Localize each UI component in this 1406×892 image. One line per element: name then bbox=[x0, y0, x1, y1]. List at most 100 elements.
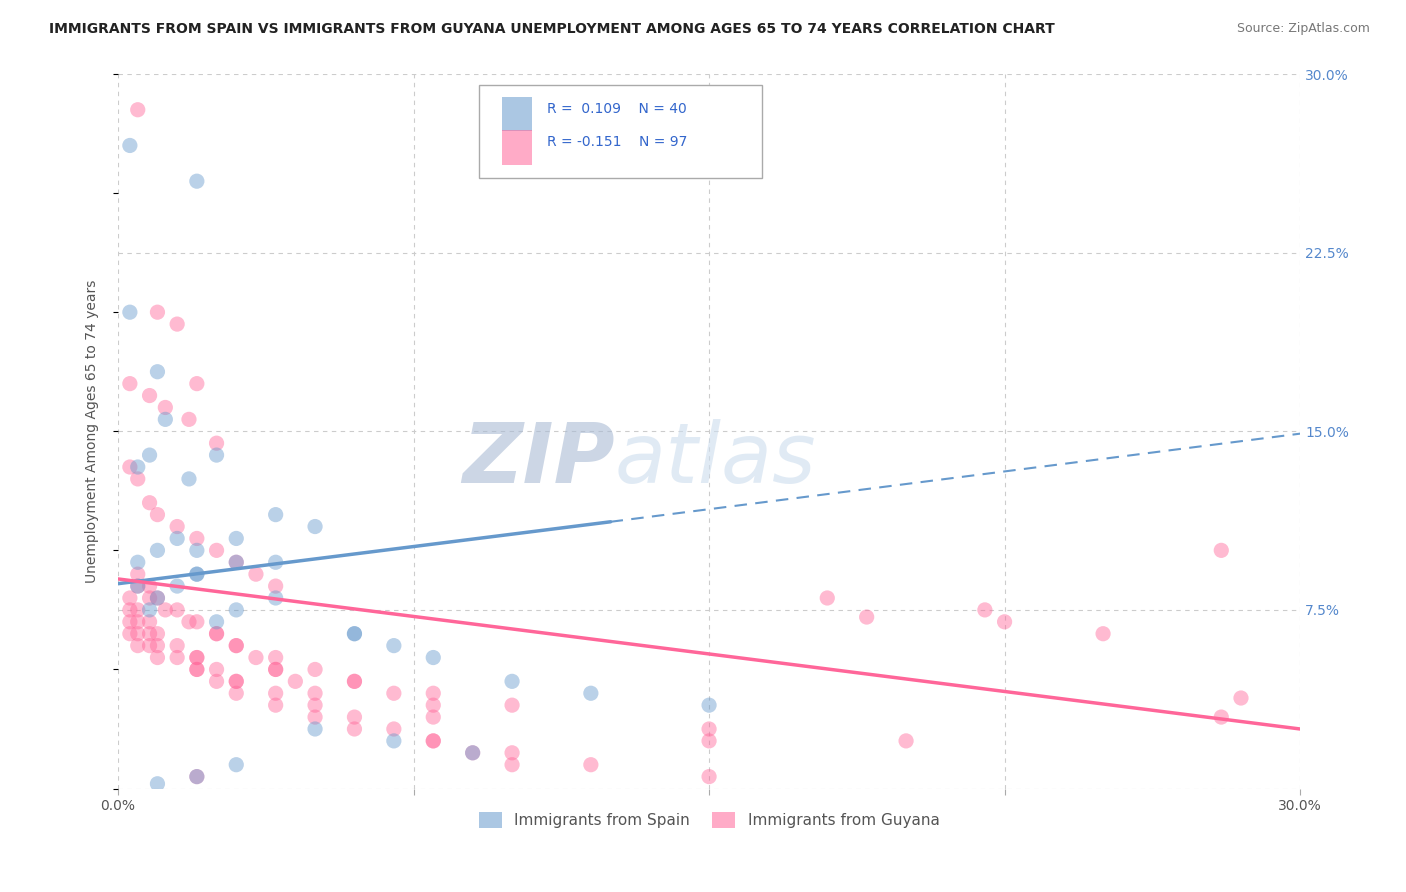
Text: ZIP: ZIP bbox=[463, 419, 614, 500]
Point bbox=[579, 757, 602, 772]
Point bbox=[146, 639, 169, 653]
Point bbox=[138, 591, 160, 605]
Point bbox=[127, 579, 149, 593]
FancyBboxPatch shape bbox=[478, 85, 762, 178]
Point bbox=[245, 650, 267, 665]
Point bbox=[146, 543, 169, 558]
Point bbox=[205, 626, 228, 640]
Point bbox=[118, 138, 141, 153]
Point bbox=[155, 603, 177, 617]
Point bbox=[1211, 710, 1233, 724]
Point bbox=[1092, 626, 1115, 640]
Point bbox=[501, 757, 523, 772]
Point bbox=[146, 591, 169, 605]
Point bbox=[205, 448, 228, 462]
Point bbox=[1211, 543, 1233, 558]
Point bbox=[127, 626, 149, 640]
Point bbox=[138, 496, 160, 510]
Point bbox=[118, 305, 141, 319]
Point bbox=[225, 757, 247, 772]
Point bbox=[225, 603, 247, 617]
Point bbox=[177, 615, 200, 629]
Point bbox=[343, 722, 366, 736]
Point bbox=[343, 674, 366, 689]
Point bbox=[138, 626, 160, 640]
Point bbox=[186, 650, 208, 665]
Point bbox=[225, 555, 247, 569]
Point bbox=[186, 650, 208, 665]
Point bbox=[166, 639, 188, 653]
Point bbox=[146, 508, 169, 522]
Point bbox=[155, 412, 177, 426]
Point bbox=[264, 508, 287, 522]
Point bbox=[225, 674, 247, 689]
Point bbox=[186, 174, 208, 188]
Point bbox=[205, 674, 228, 689]
Point bbox=[461, 746, 484, 760]
Point bbox=[138, 579, 160, 593]
Point bbox=[264, 650, 287, 665]
Point bbox=[815, 591, 838, 605]
Point bbox=[422, 710, 444, 724]
Point bbox=[697, 722, 720, 736]
Point bbox=[264, 662, 287, 676]
Point bbox=[697, 698, 720, 713]
Point bbox=[422, 698, 444, 713]
Legend: Immigrants from Spain, Immigrants from Guyana: Immigrants from Spain, Immigrants from G… bbox=[472, 806, 946, 835]
Point bbox=[205, 436, 228, 450]
Point bbox=[166, 532, 188, 546]
Point bbox=[304, 519, 326, 533]
Point bbox=[138, 448, 160, 462]
Point bbox=[343, 710, 366, 724]
Point bbox=[118, 603, 141, 617]
Point bbox=[146, 591, 169, 605]
Point bbox=[186, 662, 208, 676]
Point bbox=[166, 603, 188, 617]
Point bbox=[501, 746, 523, 760]
Point bbox=[186, 532, 208, 546]
Point bbox=[225, 639, 247, 653]
Point bbox=[501, 674, 523, 689]
Point bbox=[138, 603, 160, 617]
Point bbox=[186, 567, 208, 582]
Point bbox=[382, 722, 405, 736]
Point bbox=[205, 615, 228, 629]
Point bbox=[579, 686, 602, 700]
Point bbox=[127, 615, 149, 629]
Point bbox=[155, 401, 177, 415]
Point bbox=[422, 650, 444, 665]
Point bbox=[225, 639, 247, 653]
Point bbox=[146, 777, 169, 791]
FancyBboxPatch shape bbox=[502, 130, 531, 165]
Point bbox=[186, 662, 208, 676]
Point bbox=[343, 626, 366, 640]
Text: atlas: atlas bbox=[614, 419, 815, 500]
Point bbox=[304, 722, 326, 736]
Text: IMMIGRANTS FROM SPAIN VS IMMIGRANTS FROM GUYANA UNEMPLOYMENT AMONG AGES 65 TO 74: IMMIGRANTS FROM SPAIN VS IMMIGRANTS FROM… bbox=[49, 22, 1054, 37]
Point bbox=[118, 615, 141, 629]
Point bbox=[166, 519, 188, 533]
Point bbox=[205, 662, 228, 676]
Point bbox=[127, 472, 149, 486]
Point bbox=[186, 567, 208, 582]
Point bbox=[127, 579, 149, 593]
Point bbox=[138, 388, 160, 402]
Point bbox=[118, 626, 141, 640]
Point bbox=[127, 639, 149, 653]
Point bbox=[855, 610, 877, 624]
Point bbox=[264, 662, 287, 676]
Point bbox=[697, 734, 720, 748]
Point bbox=[146, 626, 169, 640]
Point bbox=[284, 674, 307, 689]
Point bbox=[166, 317, 188, 331]
Point bbox=[1230, 691, 1253, 706]
Point bbox=[166, 579, 188, 593]
Point bbox=[127, 567, 149, 582]
Point bbox=[501, 698, 523, 713]
Point bbox=[118, 460, 141, 475]
Point bbox=[127, 555, 149, 569]
Point bbox=[186, 770, 208, 784]
Point bbox=[205, 543, 228, 558]
Point bbox=[146, 650, 169, 665]
Point bbox=[264, 579, 287, 593]
